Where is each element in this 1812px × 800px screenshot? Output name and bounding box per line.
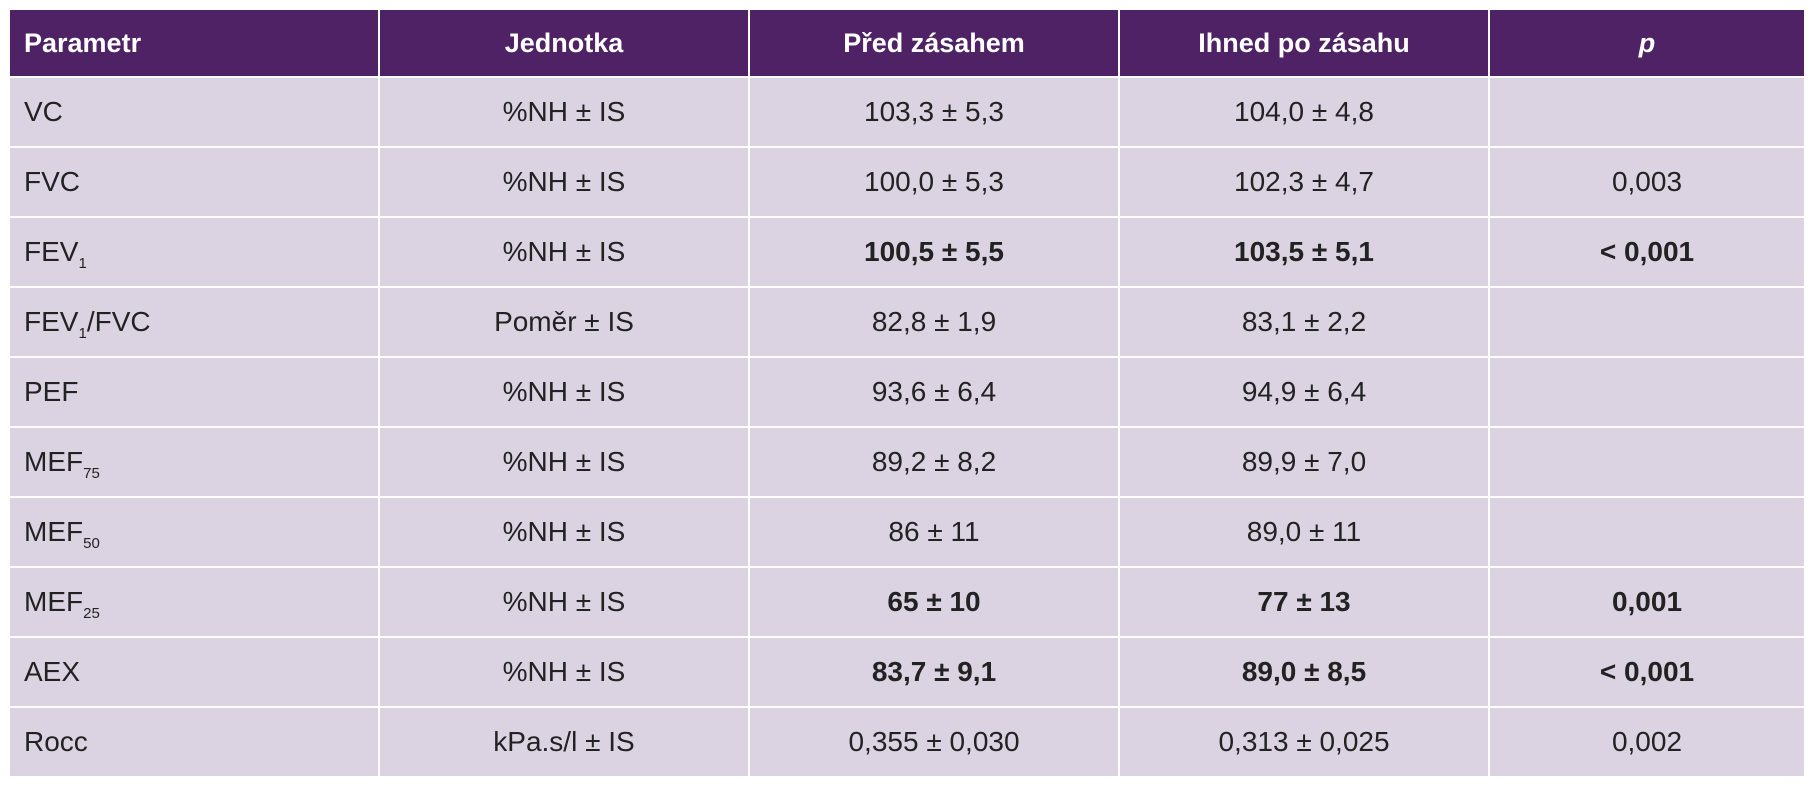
cell-unit: %NH ± IS xyxy=(380,218,748,286)
table-row: FEV1/FVC Poměr ± IS 82,8 ± 1,9 83,1 ± 2,2 xyxy=(10,288,1804,356)
cell-unit: %NH ± IS xyxy=(380,428,748,496)
cell-p-value xyxy=(1490,428,1804,496)
cell-parameter: VC xyxy=(10,78,378,146)
table-row: FEV1 %NH ± IS 100,5 ± 5,5 103,5 ± 5,1 < 0,00… xyxy=(10,218,1804,286)
table-row: AEX %NH ± IS 83,7 ± 9,1 89,0 ± 8,5 < 0,001 xyxy=(10,638,1804,706)
cell-p-value: < 0,001 xyxy=(1490,638,1804,706)
cell-after: 102,3 ± 4,7 xyxy=(1120,148,1488,216)
cell-before: 89,2 ± 8,2 xyxy=(750,428,1118,496)
header-parametr: Parametr xyxy=(10,10,378,76)
cell-p-value: 0,001 xyxy=(1490,568,1804,636)
parameter-name: MEF xyxy=(24,446,84,477)
parameter-subscript: 75 xyxy=(83,465,100,482)
cell-before: 100,0 ± 5,3 xyxy=(750,148,1118,216)
parameter-name: Rocc xyxy=(24,726,88,757)
cell-unit: %NH ± IS xyxy=(380,498,748,566)
cell-parameter: FVC xyxy=(10,148,378,216)
table-row: MEF50 %NH ± IS 86 ± 11 89,0 ± 11 xyxy=(10,498,1804,566)
cell-p-value xyxy=(1490,498,1804,566)
table-row: MEF25 %NH ± IS 65 ± 10 77 ± 13 0,001 xyxy=(10,568,1804,636)
cell-unit: kPa.s/l ± IS xyxy=(380,708,748,776)
cell-unit: %NH ± IS xyxy=(380,568,748,636)
parameter-name: FEV xyxy=(24,236,79,267)
cell-p-value xyxy=(1490,288,1804,356)
table-row: VC %NH ± IS 103,3 ± 5,3 104,0 ± 4,8 xyxy=(10,78,1804,146)
cell-parameter: PEF xyxy=(10,358,378,426)
cell-parameter: AEX xyxy=(10,638,378,706)
cell-parameter: MEF25 xyxy=(10,568,378,636)
cell-p-value: 0,002 xyxy=(1490,708,1804,776)
cell-p-value: < 0,001 xyxy=(1490,218,1804,286)
cell-before: 93,6 ± 6,4 xyxy=(750,358,1118,426)
parameter-name: PEF xyxy=(24,376,79,407)
cell-after: 89,0 ± 8,5 xyxy=(1120,638,1488,706)
cell-parameter: FEV1 xyxy=(10,218,378,286)
cell-before: 83,7 ± 9,1 xyxy=(750,638,1118,706)
cell-before: 103,3 ± 5,3 xyxy=(750,78,1118,146)
cell-after: 89,0 ± 11 xyxy=(1120,498,1488,566)
parameter-subscript: 1 xyxy=(78,325,87,342)
cell-parameter: MEF75 xyxy=(10,428,378,496)
parameter-name: MEF xyxy=(24,586,84,617)
cell-after: 0,313 ± 0,025 xyxy=(1120,708,1488,776)
cell-after: 94,9 ± 6,4 xyxy=(1120,358,1488,426)
cell-unit: %NH ± IS xyxy=(380,638,748,706)
parameter-name: FEV xyxy=(24,306,79,337)
cell-before: 86 ± 11 xyxy=(750,498,1118,566)
cell-parameter: MEF50 xyxy=(10,498,378,566)
cell-after: 89,9 ± 7,0 xyxy=(1120,428,1488,496)
table-row: Rocc kPa.s/l ± IS 0,355 ± 0,030 0,313 ± 0,0… xyxy=(10,708,1804,776)
cell-unit: %NH ± IS xyxy=(380,358,748,426)
cell-p-value xyxy=(1490,78,1804,146)
cell-before: 0,355 ± 0,030 xyxy=(750,708,1118,776)
header-p-value: p xyxy=(1490,10,1804,76)
cell-after: 104,0 ± 4,8 xyxy=(1120,78,1488,146)
table-row: MEF75 %NH ± IS 89,2 ± 8,2 89,9 ± 7,0 xyxy=(10,428,1804,496)
cell-after: 83,1 ± 2,2 xyxy=(1120,288,1488,356)
cell-unit: %NH ± IS xyxy=(380,148,748,216)
cell-unit: Poměr ± IS xyxy=(380,288,748,356)
table-row: PEF %NH ± IS 93,6 ± 6,4 94,9 ± 6,4 xyxy=(10,358,1804,426)
header-ihned-po-zasahu: Ihned po zásahu xyxy=(1120,10,1488,76)
cell-before: 100,5 ± 5,5 xyxy=(750,218,1118,286)
cell-parameter: FEV1/FVC xyxy=(10,288,378,356)
parameter-suffix: /FVC xyxy=(86,306,151,337)
cell-parameter: Rocc xyxy=(10,708,378,776)
cell-unit: %NH ± IS xyxy=(380,78,748,146)
cell-after: 103,5 ± 5,1 xyxy=(1120,218,1488,286)
table-row: FVC %NH ± IS 100,0 ± 5,3 102,3 ± 4,7 0,003 xyxy=(10,148,1804,216)
header-jednotka: Jednotka xyxy=(380,10,748,76)
parameter-name: MEF xyxy=(24,516,84,547)
parameter-name: FVC xyxy=(24,166,80,197)
parameter-name: VC xyxy=(24,96,63,127)
cell-before: 82,8 ± 1,9 xyxy=(750,288,1118,356)
results-table: Parametr Jednotka Před zásahem Ihned po … xyxy=(8,8,1806,778)
cell-p-value: 0,003 xyxy=(1490,148,1804,216)
header-pred-zasahem: Před zásahem xyxy=(750,10,1118,76)
header-row: Parametr Jednotka Před zásahem Ihned po … xyxy=(10,10,1804,76)
parameter-name: AEX xyxy=(24,656,81,687)
parameter-subscript: 50 xyxy=(83,535,100,552)
parameter-subscript: 25 xyxy=(83,605,100,622)
cell-after: 77 ± 13 xyxy=(1120,568,1488,636)
cell-p-value xyxy=(1490,358,1804,426)
cell-before: 65 ± 10 xyxy=(750,568,1118,636)
parameter-subscript: 1 xyxy=(78,255,87,272)
